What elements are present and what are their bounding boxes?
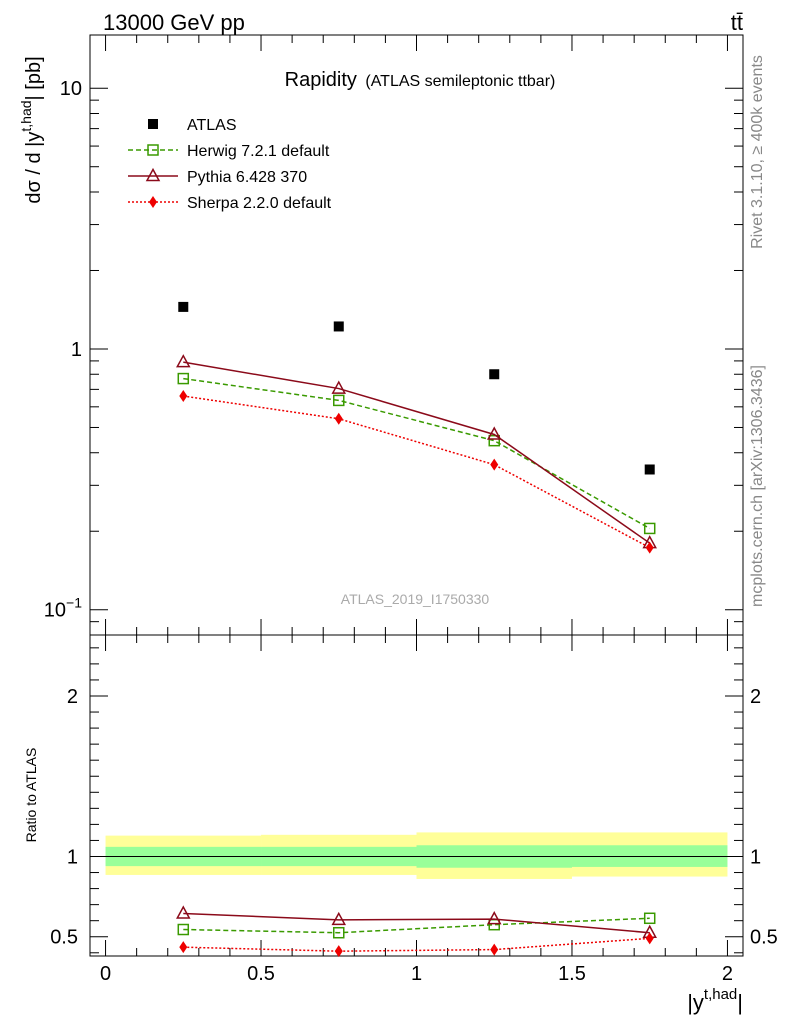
main-data-point — [645, 541, 654, 554]
legend-marker — [149, 196, 157, 208]
main-data-point — [334, 412, 343, 425]
ratio-data-point — [331, 911, 347, 926]
ratio-y-tick-label-left: 0.5 — [50, 927, 78, 949]
main-data-point — [179, 390, 188, 403]
ratio-series-1 — [176, 905, 657, 938]
ratio-frame — [89, 634, 744, 957]
ratio-xlabel-main: |y — [687, 990, 704, 1015]
ratio-x-tick-label: 2 — [722, 963, 733, 985]
ratio-y-tick-label-right: 0.5 — [750, 927, 778, 949]
main-series-3 — [179, 390, 654, 554]
ratio-x-tick-label: 1.5 — [558, 963, 586, 985]
ratio-series-line — [183, 917, 650, 934]
main-series-1 — [177, 372, 656, 535]
main-title: Rapidity (ATLAS semileptonic ttbar) — [285, 69, 556, 91]
main-title-text: Rapidity — [285, 69, 357, 91]
ratio-y-tick-label-left: 1 — [67, 846, 78, 868]
legend-marker — [148, 119, 158, 129]
ratio-series-line — [183, 937, 650, 952]
main-y-tick-label-base: 10 — [60, 78, 82, 100]
main-series-line — [183, 361, 651, 544]
main-panel: Rapidity (ATLAS semileptonic ttbar) ATLA… — [18, 34, 744, 636]
ratio-data-point — [333, 926, 345, 939]
ratio-xlabel: |yt,had| — [687, 986, 743, 1015]
process-label: tt̄ — [731, 10, 743, 35]
main-series-0 — [178, 301, 655, 475]
ratio-data-point — [177, 923, 190, 936]
main-y-tick-label-0: 10−1 — [44, 595, 82, 622]
ratio-y-tick-label-right: 1 — [750, 846, 761, 868]
ratio-series-line — [183, 912, 650, 934]
ratio-y-tick-label-left: 2 — [67, 686, 78, 708]
ratio-data-point — [334, 945, 343, 958]
ratio-xlabel-sup: t,had — [704, 986, 737, 1003]
main-y-tick-label-1: 1 — [71, 339, 82, 361]
main-ylabel: dσ / d |yt,had| [pb] — [18, 56, 45, 203]
main-ylabel-tail: | [pb] — [23, 56, 45, 100]
rivet-label: Rivet 3.1.10, ≥ 400k events — [749, 55, 766, 249]
main-y-tick-label-base: 1 — [71, 339, 82, 361]
ratio-x-tick-label: 0 — [100, 963, 111, 985]
main-series-line — [183, 395, 651, 549]
ratio-data-point — [643, 912, 656, 925]
ratio-data-point — [486, 911, 502, 925]
main-series-line — [183, 377, 651, 530]
main-data-point — [643, 522, 656, 535]
main-data-point — [177, 372, 190, 385]
main-data-point — [490, 458, 499, 471]
ratio-data-point — [490, 943, 499, 956]
main-y-tick-label-base: 10 — [44, 600, 66, 622]
mcplots-label: mcplots.cern.ch [arXiv:1306.3436] — [749, 365, 766, 607]
main-data-point — [488, 434, 500, 447]
main-y-tick-label-exp: −1 — [66, 595, 82, 611]
main-data-point — [333, 321, 344, 332]
main-ylabel-main: dσ / d |y — [23, 132, 45, 204]
legend-label: ATLAS — [187, 117, 237, 134]
ratio-x-tick-label: 0.5 — [247, 963, 275, 985]
ratio-panel: Ratio to ATLAS |yt,had| 0.5 0.5 1 1 2 2 0 0.5 1 1… — [23, 634, 778, 1015]
main-series-2 — [176, 354, 657, 549]
ratio-xlabel-tail: | — [737, 990, 743, 1015]
ratio-data-point — [176, 905, 191, 919]
main-data-point — [176, 354, 191, 368]
main-data-point — [489, 369, 500, 380]
main-data-point — [178, 301, 189, 312]
legend-label: Sherpa 2.2.0 default — [187, 195, 332, 212]
main-subtitle: (ATLAS semileptonic ttbar) — [365, 73, 555, 90]
ratio-x-tick-label: 1 — [411, 963, 422, 985]
legend: ATLAS Herwig 7.2.1 default Pythia 6.428 37… — [128, 117, 332, 212]
main-ylabel-sup: t,had — [18, 100, 34, 131]
ratio-ylabel: Ratio to ATLAS — [23, 748, 39, 843]
main-data-point — [644, 464, 655, 475]
ratio-y-tick-label-right: 2 — [750, 686, 761, 708]
main-data-point — [331, 380, 347, 394]
ratio-data-point — [179, 941, 188, 954]
legend-marker — [145, 167, 161, 182]
main-y-tick-label-2: 10 — [60, 78, 82, 100]
legend-label: Pythia 6.428 370 — [187, 169, 307, 186]
main-data-point — [333, 394, 345, 407]
ratio-data-point — [645, 932, 654, 945]
ratio-series-2 — [179, 932, 654, 958]
main-data-point — [486, 426, 502, 440]
legend-marker — [147, 144, 159, 156]
legend-label: Herwig 7.2.1 default — [187, 143, 330, 160]
energy-label: 13000 GeV pp — [103, 10, 245, 35]
watermark: ATLAS_2019_I1750330 — [341, 591, 490, 607]
